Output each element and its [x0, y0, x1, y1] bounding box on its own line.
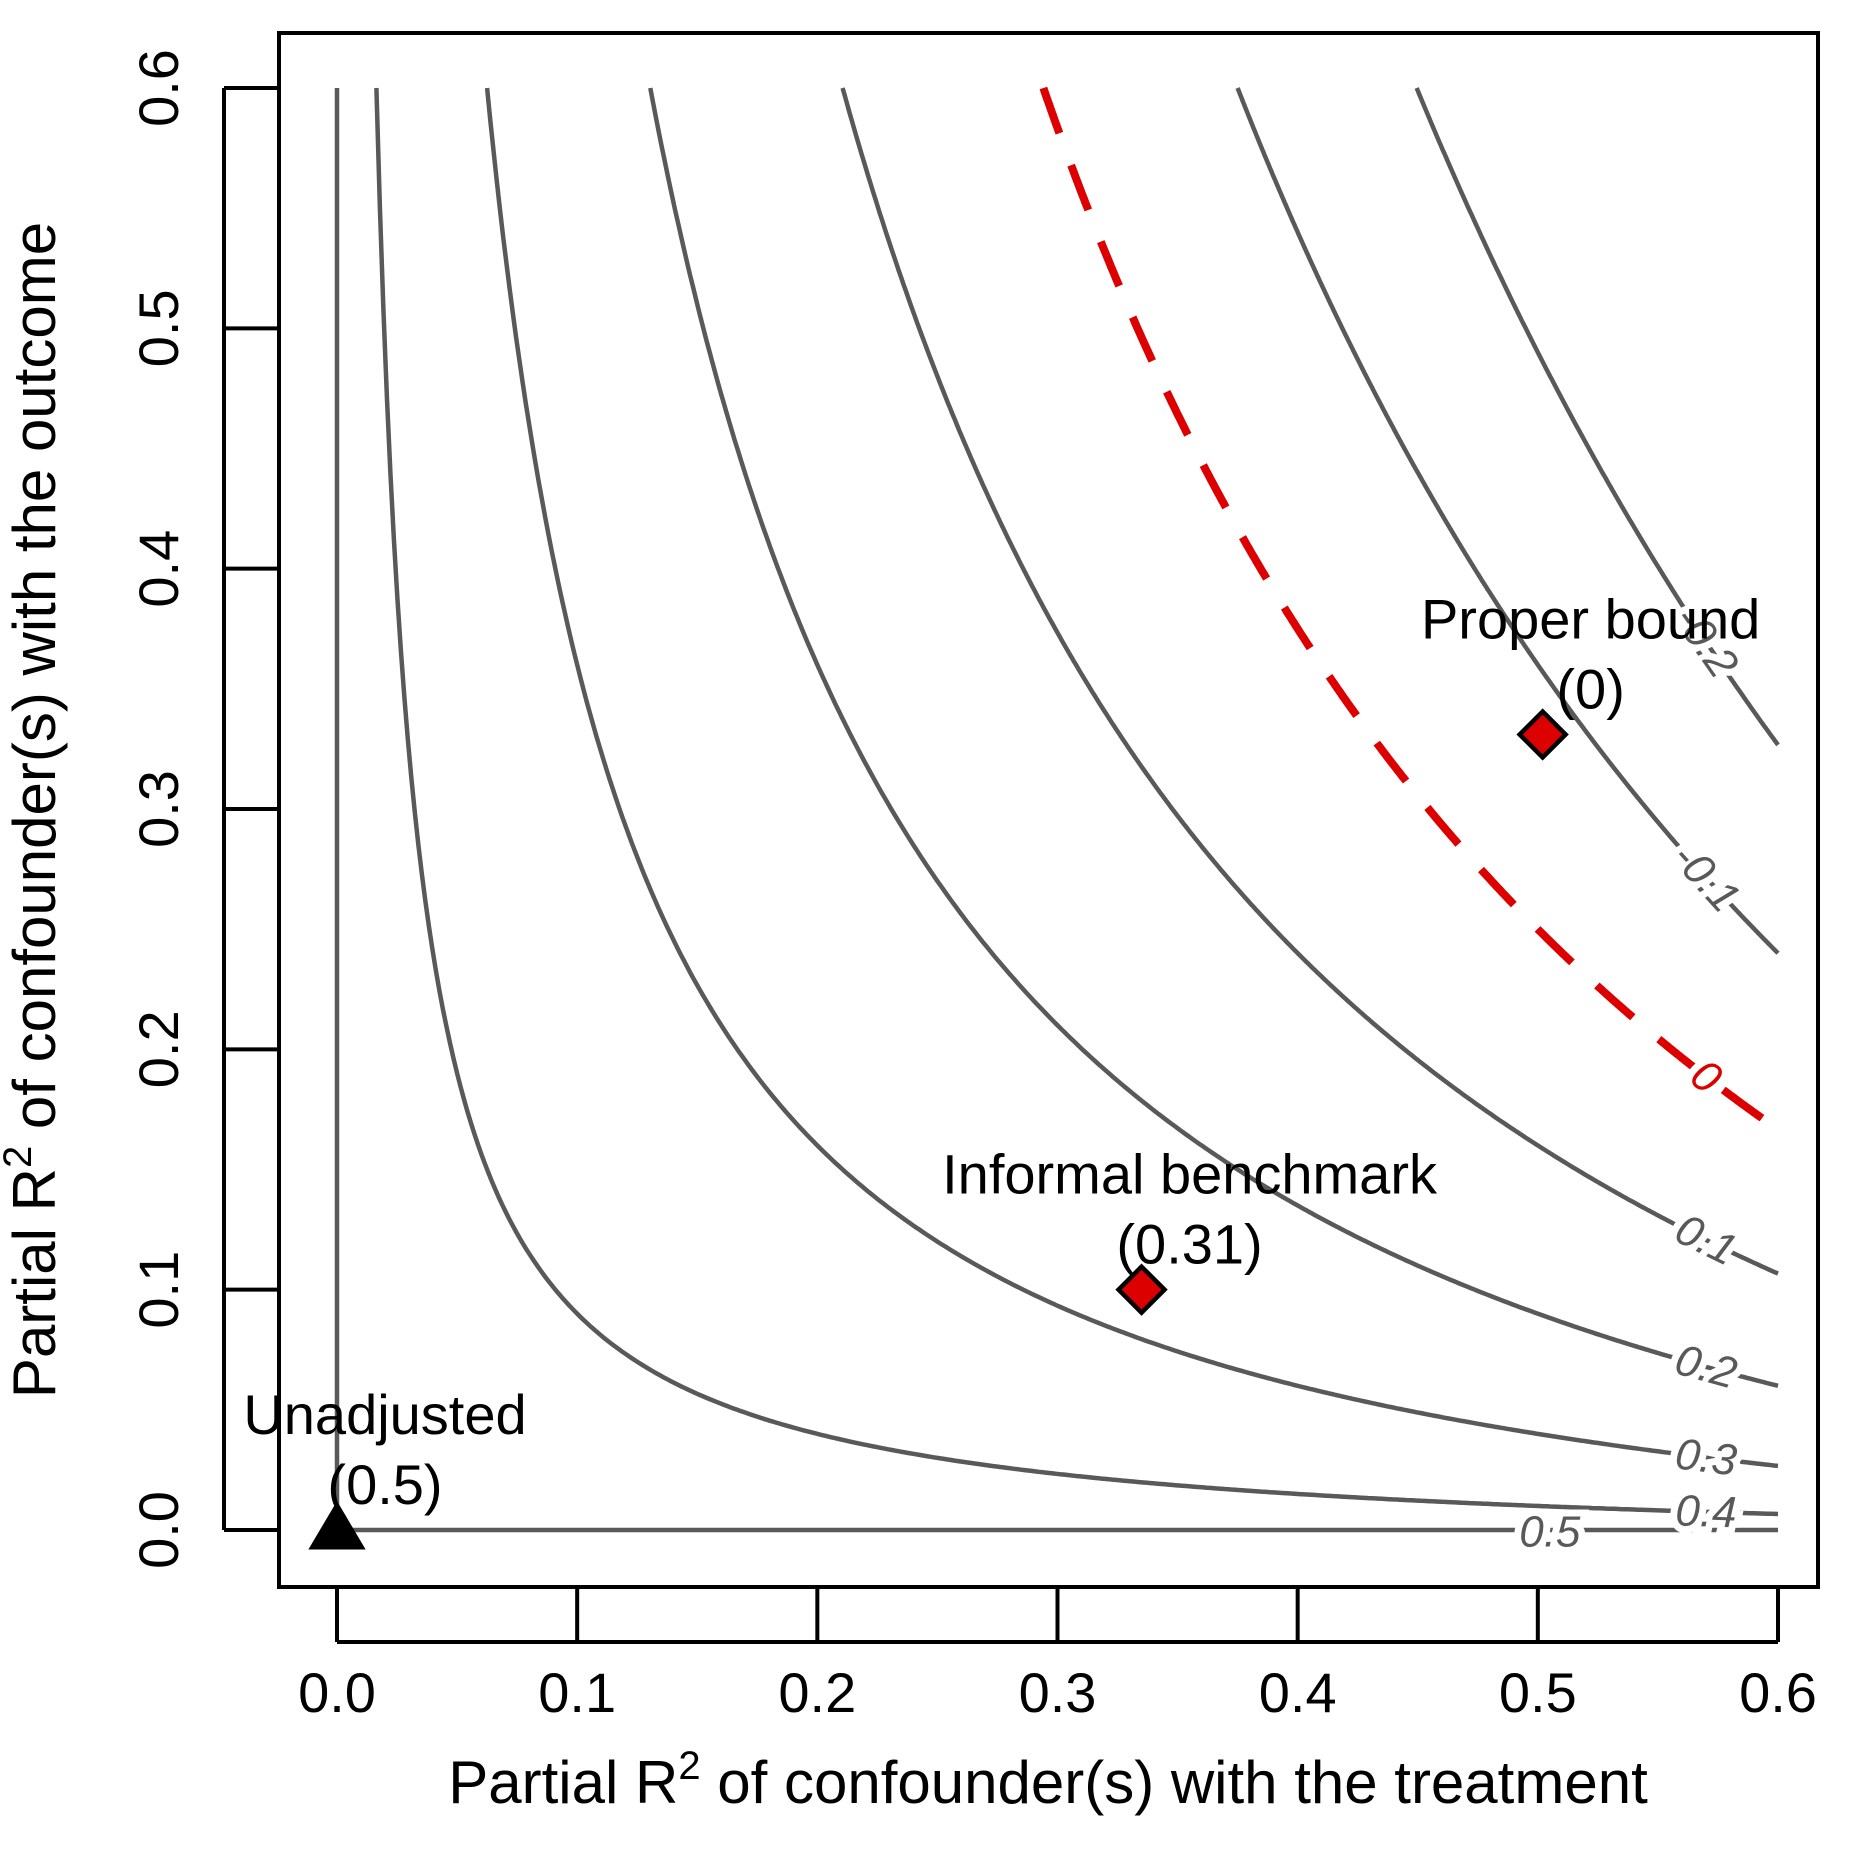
x-tick-label: 0.1 [538, 1661, 616, 1724]
point-label: Informal benchmark [942, 1143, 1438, 1206]
x-tick-label: 0.3 [1019, 1661, 1097, 1724]
x-tick-label: 0.6 [1739, 1661, 1817, 1724]
contour-label: 0.2 [1670, 1335, 1742, 1398]
point-label: Unadjusted [243, 1383, 526, 1446]
point-value-label: (0.31) [1116, 1213, 1262, 1276]
x-tick-label: 0.4 [1259, 1661, 1337, 1724]
contour-line [648, 87, 1779, 1388]
y-tick-label: 0.3 [127, 770, 190, 848]
point-label: Proper bound [1421, 587, 1760, 650]
y-axis: 0.0 0.1 0.2 0.3 0.4 0.5 0.6 [127, 49, 279, 1569]
contour-line [374, 87, 1779, 1517]
plot-frame [277, 31, 1820, 1589]
contour-label: 0 [1681, 1050, 1731, 1104]
x-tick-label: 0.0 [298, 1661, 376, 1724]
contour-label: 0.4 [1675, 1486, 1738, 1537]
point-marker [1516, 708, 1569, 761]
point-value-label: (0) [1556, 657, 1624, 720]
contour-label: 0.1 [1668, 1204, 1745, 1275]
contour-line [484, 87, 1779, 1469]
x-tick-label: 0.2 [778, 1661, 856, 1724]
y-axis-title: Partial R2 of confounder(s) with the out… [0, 222, 68, 1398]
y-tick-label: 0.1 [127, 1251, 190, 1329]
y-tick-label: 0.5 [127, 289, 190, 367]
point-marker [1115, 1263, 1168, 1316]
point-value-label: (0.5) [327, 1453, 442, 1516]
x-tick-label: 0.5 [1499, 1661, 1577, 1724]
x-axis: 0.0 0.1 0.2 0.3 0.4 0.5 0.6 [298, 1587, 1817, 1724]
y-tick-label: 0.0 [127, 1491, 190, 1569]
contour-label: 0.5 [1519, 1508, 1581, 1557]
contour-label: 0.3 [1673, 1429, 1740, 1485]
point-marker [308, 1501, 366, 1550]
contour-line [334, 88, 1778, 1533]
contour-line [1414, 87, 1780, 747]
benchmark-points: Unadjusted (0.5) Informal benchmark (0.31) P… [243, 587, 1760, 1550]
contour-line [1235, 87, 1780, 955]
y-tick-label: 0.2 [127, 1010, 190, 1088]
contour-lines [334, 86, 1781, 1533]
contour-line [840, 87, 1779, 1276]
y-tick-label: 0.4 [127, 530, 190, 608]
x-axis-title: Partial R2 of confounder(s) with the tre… [448, 1744, 1648, 1816]
y-tick-label: 0.6 [127, 49, 190, 127]
